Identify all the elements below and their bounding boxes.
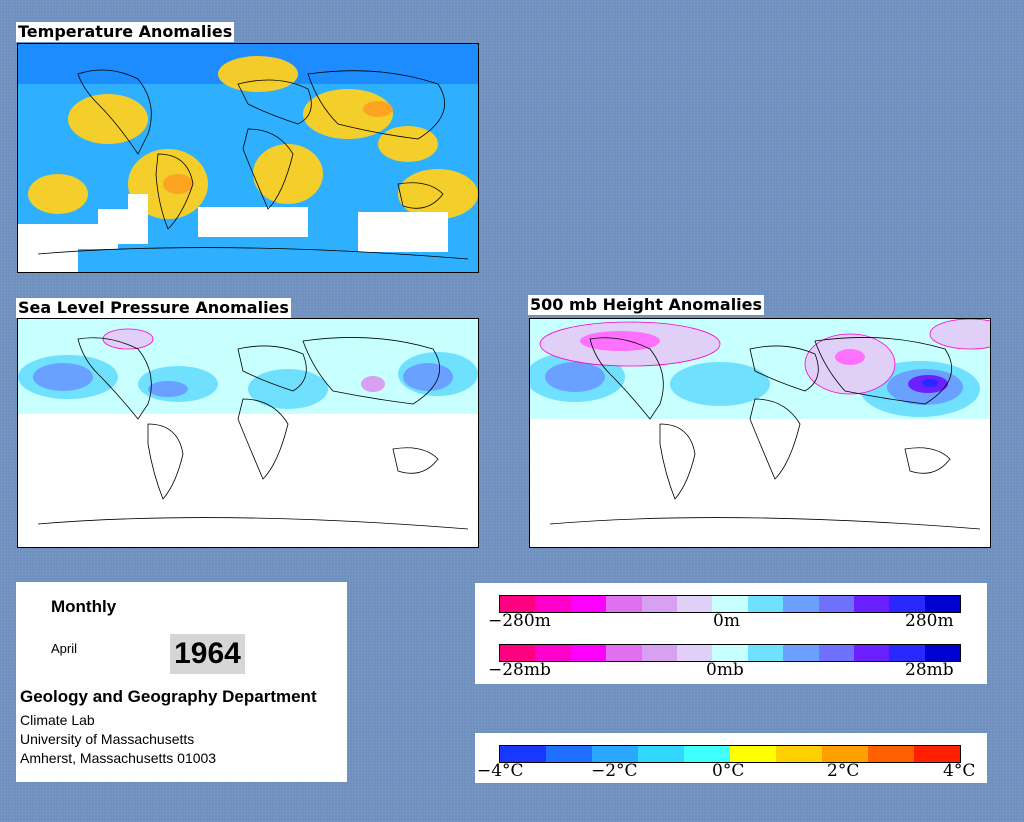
pressure-swatch [676, 645, 713, 661]
pressure-swatch [712, 645, 748, 661]
temp-tick-0: 0°C [712, 761, 745, 781]
height-colorbar [499, 595, 961, 613]
address: Amherst, Massachusetts 01003 [20, 750, 217, 766]
lab-name: Climate Lab [20, 712, 95, 728]
temperature-anomaly-map [17, 43, 479, 273]
height-swatch [924, 596, 961, 612]
pressure-swatch [853, 645, 890, 661]
temperature-swatch [730, 746, 776, 762]
info-panel: Monthly April 1964 Geology and Geography… [16, 582, 347, 782]
height-tick-min: −280m [488, 611, 551, 631]
temperature-swatch [592, 746, 638, 762]
pressure-swatch [500, 645, 536, 661]
slp-map-title: Sea Level Pressure Anomalies [16, 298, 291, 318]
pressure-swatch [606, 645, 642, 661]
temperature-legend: −4°C −2°C 0°C 2°C 4°C [475, 733, 987, 783]
temperature-swatch [546, 746, 592, 762]
temp-tick-minus4: −4°C [477, 761, 524, 781]
height-swatch [712, 596, 748, 612]
height-swatch [500, 596, 536, 612]
pressure-swatch [889, 645, 925, 661]
height-swatch [818, 596, 854, 612]
period-label: Monthly [51, 597, 117, 616]
temperature-colorbar [499, 745, 961, 763]
height-swatch [747, 596, 784, 612]
height-swatch [889, 596, 925, 612]
pressure-swatch [924, 645, 961, 661]
pressure-swatch [783, 645, 819, 661]
500mb-height-anomaly-map [529, 318, 991, 548]
temp-tick-4: 4°C [943, 761, 976, 781]
pressure-swatch [641, 645, 677, 661]
sea-level-pressure-anomaly-map [17, 318, 479, 548]
pressure-swatch [818, 645, 854, 661]
height-swatch [783, 596, 819, 612]
temperature-swatch [776, 746, 822, 762]
pressure-swatch [570, 645, 607, 661]
height-tick-mid: 0m [713, 611, 740, 631]
height-tick-max: 280m [905, 611, 954, 631]
height-swatch [570, 596, 607, 612]
height-pressure-legend: −280m 0m 280m −28mb 0mb 28mb [475, 583, 987, 684]
pressure-colorbar [499, 644, 961, 662]
height-swatch [853, 596, 890, 612]
pressure-swatch [747, 645, 784, 661]
temperature-swatch [868, 746, 914, 762]
temperature-swatch [684, 746, 730, 762]
pressure-tick-mid: 0mb [706, 660, 744, 680]
year-label: 1964 [170, 634, 245, 674]
month-label: April [51, 641, 78, 656]
pressure-tick-max: 28mb [905, 660, 954, 680]
temperature-swatch [638, 746, 684, 762]
temperature-swatch [500, 746, 546, 762]
temperature-swatch [914, 746, 960, 762]
height-swatch [535, 596, 571, 612]
pressure-swatch [535, 645, 571, 661]
university-name: University of Massachusetts [20, 731, 195, 747]
height500-map-title: 500 mb Height Anomalies [528, 295, 765, 315]
temperature-swatch [822, 746, 868, 762]
pressure-tick-min: −28mb [488, 660, 551, 680]
height-swatch [676, 596, 713, 612]
height-swatch [641, 596, 677, 612]
temp-tick-minus2: −2°C [591, 761, 638, 781]
temperature-map-title: Temperature Anomalies [16, 22, 235, 42]
height-swatch [606, 596, 642, 612]
temp-tick-2: 2°C [827, 761, 860, 781]
department-name: Geology and Geography Department [20, 687, 317, 706]
